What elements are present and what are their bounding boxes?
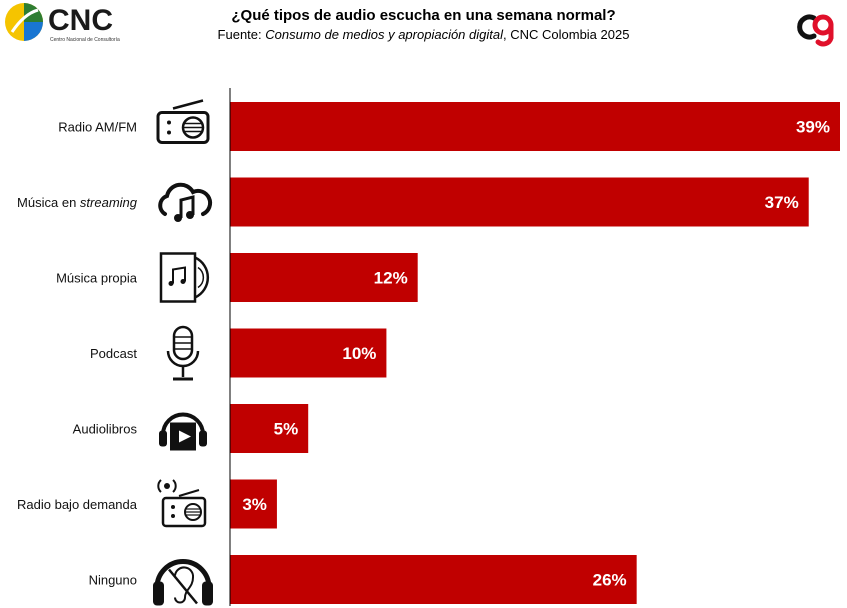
- value-label-7: 26%: [593, 571, 627, 590]
- category-label-1: Radio AM/FM: [58, 120, 137, 135]
- logo-text: CNC: [48, 4, 113, 37]
- header: CNC Centro Nacional de Consultoría ¿Qué …: [0, 0, 847, 60]
- value-label-2: 37%: [765, 193, 799, 212]
- bar-7: [230, 555, 637, 604]
- category-label-4: Podcast: [90, 346, 137, 361]
- chart-subtitle: Fuente: Consumo de medios y apropiación …: [0, 27, 847, 42]
- bar-3: [230, 253, 418, 302]
- source-name: Consumo de medios y apropiación digital: [265, 27, 503, 42]
- radio-icon: [156, 99, 210, 144]
- bar-1: [230, 102, 840, 151]
- radio-signal-icon: [157, 479, 207, 528]
- bar-5: [230, 404, 309, 453]
- bar-6: [230, 479, 277, 529]
- cnc-logo: CNC Centro Nacional de Consultoría: [4, 2, 124, 46]
- logo-subtext: Centro Nacional de Consultoría: [50, 37, 120, 43]
- value-label-3: 12%: [374, 269, 408, 288]
- cnc-logo-icon: [5, 3, 43, 41]
- headphones-crossed-ear-icon: [153, 559, 213, 606]
- chart-title: ¿Qué tipos de audio escucha en una seman…: [231, 7, 616, 24]
- category-label-5: Audiolibros: [73, 422, 138, 437]
- cloud-music-icon: [158, 182, 213, 222]
- category-label-6: Radio bajo demanda: [17, 497, 138, 512]
- cg-logo-icon: [797, 14, 834, 47]
- source-prefix: Fuente:: [217, 27, 266, 42]
- audiobook-headphones-icon: [159, 412, 207, 451]
- microphone-icon: [166, 325, 200, 381]
- source-suffix: , CNC Colombia 2025: [503, 27, 630, 42]
- category-label-2: Música en streaming: [17, 195, 138, 210]
- music-album-icon: [159, 252, 210, 303]
- value-label-5: 5%: [274, 420, 299, 439]
- value-label-6: 3%: [242, 495, 267, 514]
- value-label-4: 10%: [342, 344, 376, 363]
- category-label-3: Música propia: [56, 271, 138, 286]
- bar-2: [230, 177, 809, 227]
- value-label-1: 39%: [796, 118, 830, 137]
- category-label-7: Ninguno: [89, 573, 137, 588]
- bar-4: [230, 328, 387, 378]
